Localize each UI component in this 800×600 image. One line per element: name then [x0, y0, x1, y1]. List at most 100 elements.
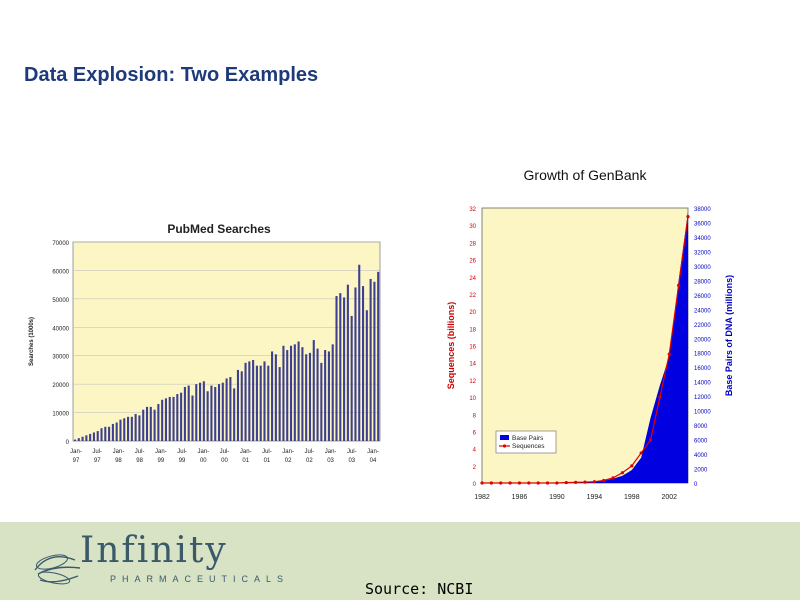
x-tick-label: Jul-02 [305, 449, 315, 464]
sequences-point [620, 471, 625, 475]
bar [324, 350, 327, 441]
x-tick-label: Jan-97 [70, 449, 82, 464]
x-tick-label: 1986 [512, 494, 528, 501]
x-tick-label: Jan-02 [282, 449, 294, 464]
bar [164, 398, 167, 441]
bar [369, 278, 372, 441]
sequences-point [677, 283, 681, 287]
bar [278, 367, 281, 441]
bar [145, 406, 149, 441]
y-tick-label: 4 [473, 448, 477, 454]
bar [289, 345, 293, 441]
sequences-point [639, 451, 643, 455]
footer-band [0, 522, 800, 600]
bar [229, 377, 232, 441]
y-tick-label: 6 [473, 430, 477, 436]
chart-title: PubMed Searches [167, 222, 271, 236]
bar [377, 271, 380, 441]
bar [331, 344, 334, 441]
bar [138, 415, 141, 441]
bar [365, 310, 368, 441]
sequences-point [555, 481, 559, 485]
bar [81, 436, 84, 441]
sequences-point [611, 476, 615, 480]
sequences-point [648, 438, 653, 442]
sequences-point [686, 214, 690, 219]
bar [236, 369, 240, 441]
y2-tick-label: 12000 [694, 395, 711, 401]
bar [316, 348, 319, 441]
y2-tick-label: 36000 [694, 221, 711, 227]
bar [308, 352, 312, 441]
bar [335, 296, 338, 441]
x-tick-label: 1982 [474, 494, 490, 501]
bar [202, 381, 205, 441]
bar [346, 284, 349, 441]
bar [168, 396, 171, 441]
y2-tick-label: 8000 [694, 424, 708, 430]
x-tick-label: Jan-03 [325, 449, 337, 464]
legend-box [495, 430, 557, 454]
bar [96, 431, 99, 441]
bar [187, 385, 190, 441]
y-tick-label: 50000 [52, 298, 69, 304]
bar [267, 365, 270, 441]
y-tick-label: 30000 [52, 355, 69, 361]
bar [176, 394, 179, 441]
sequences-point [480, 481, 484, 485]
sequences-point [536, 481, 540, 485]
sequences-point [489, 481, 493, 485]
bar [274, 354, 277, 441]
bar [354, 287, 357, 441]
x-tick-label: Jul-00 [220, 449, 230, 464]
y-tick-label: 0 [473, 482, 477, 488]
x-tick-label: Jul-98 [135, 449, 145, 464]
x-tick-label: Jul-03 [347, 449, 357, 464]
series-area-base-pairs [482, 211, 688, 484]
bar [248, 361, 251, 441]
x-tick-label: Jan-00 [197, 449, 209, 464]
y-tick-label: 12 [469, 379, 476, 385]
bar [214, 386, 217, 441]
y-tick-label: 8 [473, 413, 477, 419]
x-tick-label: 1990 [549, 494, 565, 501]
y-tick-label: 22 [469, 293, 476, 299]
bar [361, 286, 365, 441]
y2-tick-label: 24000 [694, 308, 711, 314]
sequences-point [602, 478, 606, 483]
sequences-point [667, 352, 671, 356]
y-tick-label: 60000 [52, 269, 69, 275]
bar [183, 386, 186, 441]
sequences-point [592, 480, 596, 484]
x-tick-label: 1994 [587, 494, 603, 501]
y-tick-label: 30 [469, 224, 476, 230]
bar [233, 388, 236, 441]
y2-tick-label: 28000 [694, 279, 711, 285]
x-tick-label: Jul-01 [262, 449, 272, 464]
x-tick-label: Jul-99 [177, 449, 187, 464]
bar [301, 347, 304, 441]
y-tick-label: 0 [66, 440, 70, 446]
y-tick-label: 18 [469, 327, 476, 333]
sequences-point [658, 395, 662, 399]
bar [320, 362, 323, 441]
bar [100, 428, 103, 441]
genbank-growth-chart: Growth of GenBank02468101214161820222426… [446, 167, 734, 501]
bar [259, 365, 262, 441]
logo-subtitle: PHARMACEUTICALS [110, 574, 290, 584]
bar [305, 354, 308, 441]
y2-tick-label: 18000 [694, 352, 711, 358]
bar [149, 406, 152, 441]
bar [180, 392, 183, 441]
bar [271, 351, 274, 441]
y2-tick-label: 20000 [694, 337, 711, 343]
y2-tick-label: 2000 [694, 468, 708, 474]
y2-tick-label: 38000 [694, 207, 711, 213]
bar [286, 350, 289, 441]
bar [92, 432, 95, 441]
logo-name: Infinity [80, 530, 228, 571]
legend-marker-sequences [502, 444, 507, 448]
bar [161, 399, 164, 441]
bar [210, 385, 213, 441]
bar [134, 413, 137, 441]
